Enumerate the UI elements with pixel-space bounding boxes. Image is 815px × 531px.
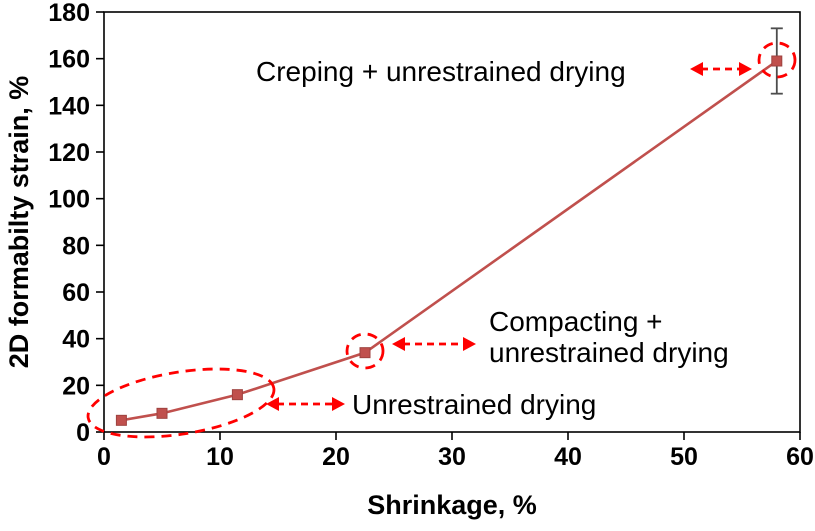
arrow-head-right-unrestrained — [332, 397, 345, 411]
data-point-0 — [115, 414, 127, 426]
data-point-4 — [771, 55, 783, 67]
x-tick-label: 20 — [322, 443, 350, 471]
y-tick-label: 120 — [48, 139, 90, 167]
arrow-head-left-creping — [690, 62, 703, 76]
x-tick-label: 50 — [670, 443, 698, 471]
x-axis-label: Shrinkage, % — [367, 490, 537, 520]
x-tick-label: 40 — [554, 443, 582, 471]
x-tick-label: 60 — [786, 443, 814, 471]
arrow-head-left-compacting — [392, 337, 405, 351]
annotation-ellipse-creping — [757, 41, 797, 79]
arrow-head-right-compacting — [463, 337, 476, 351]
annotation-text-unrestrained-line0: Unrestrained drying — [352, 389, 596, 420]
x-tick-label: 30 — [438, 443, 466, 471]
data-point-3 — [359, 347, 371, 359]
y-tick-label: 60 — [62, 279, 90, 307]
y-tick-label: 100 — [48, 186, 90, 214]
arrow-head-right-creping — [739, 62, 752, 76]
y-axis-label: 2D formabilty strain, % — [4, 76, 34, 369]
annotation-text-compacting-line0: Compacting + — [489, 306, 663, 337]
y-tick-label: 180 — [48, 0, 90, 27]
data-point-1 — [156, 407, 168, 419]
x-tick-label: 10 — [206, 443, 234, 471]
annotation-ellipse-compacting — [345, 332, 385, 370]
y-tick-label: 20 — [62, 372, 90, 400]
y-tick-label: 0 — [76, 419, 90, 447]
y-tick-label: 40 — [62, 326, 90, 354]
annotation-text-creping-line0: Creping + unrestrained drying — [256, 56, 626, 87]
annotation-ellipse-unrestrained — [86, 367, 276, 439]
annotation-text-compacting-line1: unrestrained drying — [489, 337, 729, 368]
arrow-head-left-unrestrained — [266, 397, 279, 411]
y-tick-label: 160 — [48, 46, 90, 74]
y-tick-label: 140 — [48, 92, 90, 120]
x-tick-label: 0 — [97, 443, 111, 471]
y-tick-label: 80 — [62, 232, 90, 260]
data-point-2 — [231, 389, 243, 401]
